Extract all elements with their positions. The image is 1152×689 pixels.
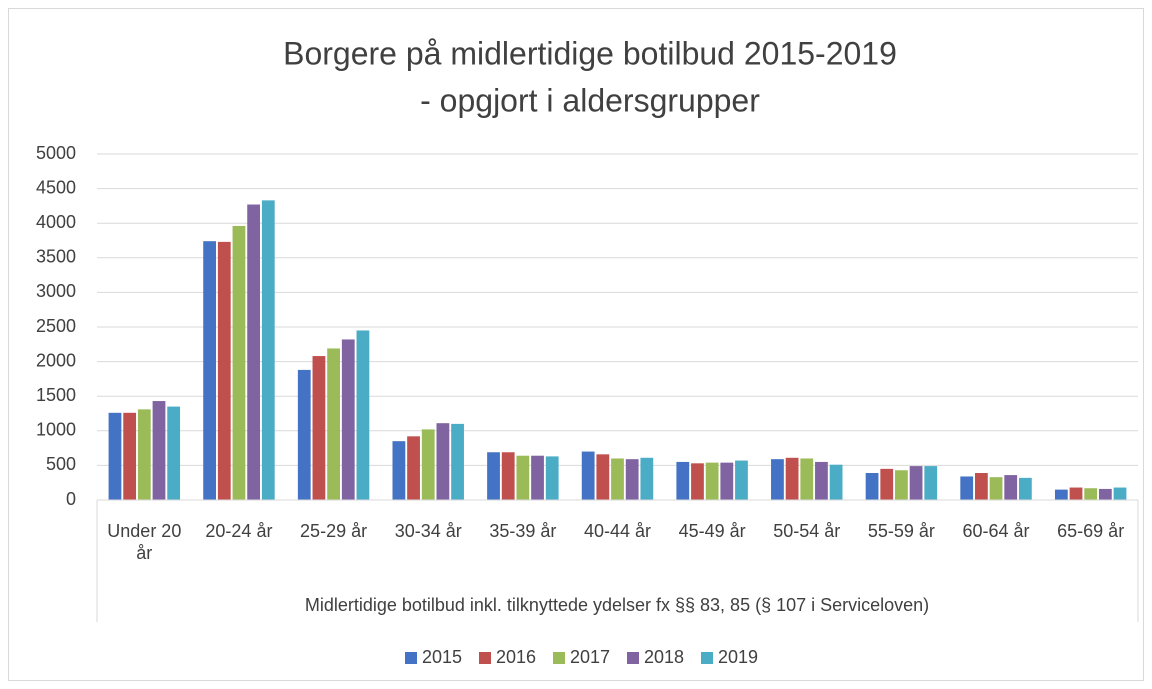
legend-swatch bbox=[405, 652, 417, 664]
bar bbox=[217, 241, 231, 500]
x-tick-label: 35-39 år bbox=[489, 521, 557, 541]
bar bbox=[705, 462, 719, 500]
y-tick-label: 3000 bbox=[36, 281, 76, 301]
bar bbox=[1004, 475, 1018, 500]
bar bbox=[203, 241, 217, 500]
bar bbox=[436, 423, 450, 500]
bar bbox=[771, 459, 784, 500]
bar bbox=[232, 225, 246, 500]
bar bbox=[800, 458, 814, 500]
bar bbox=[341, 339, 355, 500]
y-tick-label: 500 bbox=[46, 454, 76, 474]
x-tick-label: 60-64 år bbox=[962, 521, 1030, 541]
legend-label: 2016 bbox=[496, 647, 536, 667]
x-tick-label: 55-59 år bbox=[867, 521, 935, 541]
bar bbox=[924, 466, 938, 500]
bar bbox=[531, 455, 544, 500]
bar bbox=[1098, 488, 1112, 500]
y-tick-label: 5000 bbox=[36, 143, 76, 163]
bar bbox=[451, 423, 464, 500]
chart-subtitle: - opgjort i aldersgrupper bbox=[420, 82, 760, 118]
x-axis-label: Midlertidige botilbud inkl. tilknyttede … bbox=[305, 595, 929, 615]
y-tick-label: 2000 bbox=[36, 350, 76, 370]
y-tick-label: 4000 bbox=[36, 212, 76, 232]
bar bbox=[137, 409, 151, 500]
bar bbox=[487, 452, 500, 500]
bar bbox=[261, 200, 275, 500]
bar bbox=[909, 466, 923, 500]
bar bbox=[501, 452, 515, 500]
bar bbox=[1054, 489, 1068, 500]
bar bbox=[392, 441, 406, 500]
bar bbox=[123, 412, 137, 500]
bar bbox=[865, 473, 879, 500]
x-tick-label: 20-24 år bbox=[205, 521, 273, 541]
bar bbox=[829, 464, 843, 500]
y-tick-label: 0 bbox=[66, 489, 76, 509]
bar bbox=[880, 468, 894, 500]
y-tick-label: 4500 bbox=[36, 177, 76, 197]
bar bbox=[1018, 477, 1032, 500]
legend-swatch bbox=[479, 652, 491, 664]
x-tick-label: Under 20 år bbox=[107, 521, 182, 563]
legend-label: 2015 bbox=[422, 647, 462, 667]
bar bbox=[312, 356, 326, 500]
legend-label: 2017 bbox=[570, 647, 610, 667]
y-tick-label: 2500 bbox=[36, 316, 76, 336]
legend-swatch bbox=[701, 652, 713, 664]
bar bbox=[735, 460, 748, 500]
bar bbox=[989, 477, 1003, 500]
legend-label: 2018 bbox=[644, 647, 684, 667]
bar bbox=[691, 463, 704, 500]
bar bbox=[1113, 487, 1127, 500]
bar bbox=[625, 459, 639, 500]
bar bbox=[611, 458, 624, 500]
bar bbox=[815, 461, 828, 500]
y-tick-label: 1000 bbox=[36, 420, 76, 440]
chart-title: Borgere på midlertidige botilbud 2015-20… bbox=[283, 35, 897, 71]
bar bbox=[785, 457, 799, 500]
x-tick-label: 65-69 år bbox=[1057, 521, 1125, 541]
bar bbox=[640, 457, 654, 500]
bar bbox=[720, 462, 734, 500]
bar bbox=[407, 436, 420, 500]
y-tick-label: 3500 bbox=[36, 247, 76, 267]
bar bbox=[596, 454, 610, 500]
legend-swatch bbox=[553, 652, 565, 664]
bar bbox=[108, 412, 122, 500]
x-tick-label: 25-29 år bbox=[300, 521, 368, 541]
chart-border bbox=[8, 8, 1144, 681]
bar bbox=[421, 429, 435, 500]
legend-label: 2019 bbox=[718, 647, 758, 667]
bar bbox=[974, 473, 988, 500]
bar bbox=[960, 476, 974, 500]
legend-swatch bbox=[627, 652, 639, 664]
bar bbox=[167, 406, 181, 500]
bar bbox=[676, 461, 690, 500]
bar bbox=[356, 330, 370, 500]
bar bbox=[895, 470, 908, 500]
y-tick-label: 1500 bbox=[36, 385, 76, 405]
bar bbox=[247, 204, 261, 501]
x-tick-label: 30-34 år bbox=[394, 521, 462, 541]
bar bbox=[297, 369, 311, 500]
bar bbox=[1069, 487, 1083, 500]
bar bbox=[545, 456, 559, 500]
bar bbox=[152, 401, 166, 500]
bar bbox=[1084, 488, 1098, 500]
bar bbox=[581, 451, 595, 500]
bar bbox=[327, 348, 340, 500]
x-tick-label: 45-49 år bbox=[678, 521, 746, 541]
bar bbox=[516, 455, 530, 500]
x-tick-label: 40-44 år bbox=[583, 521, 651, 541]
x-tick-label: 50-54 år bbox=[773, 521, 841, 541]
